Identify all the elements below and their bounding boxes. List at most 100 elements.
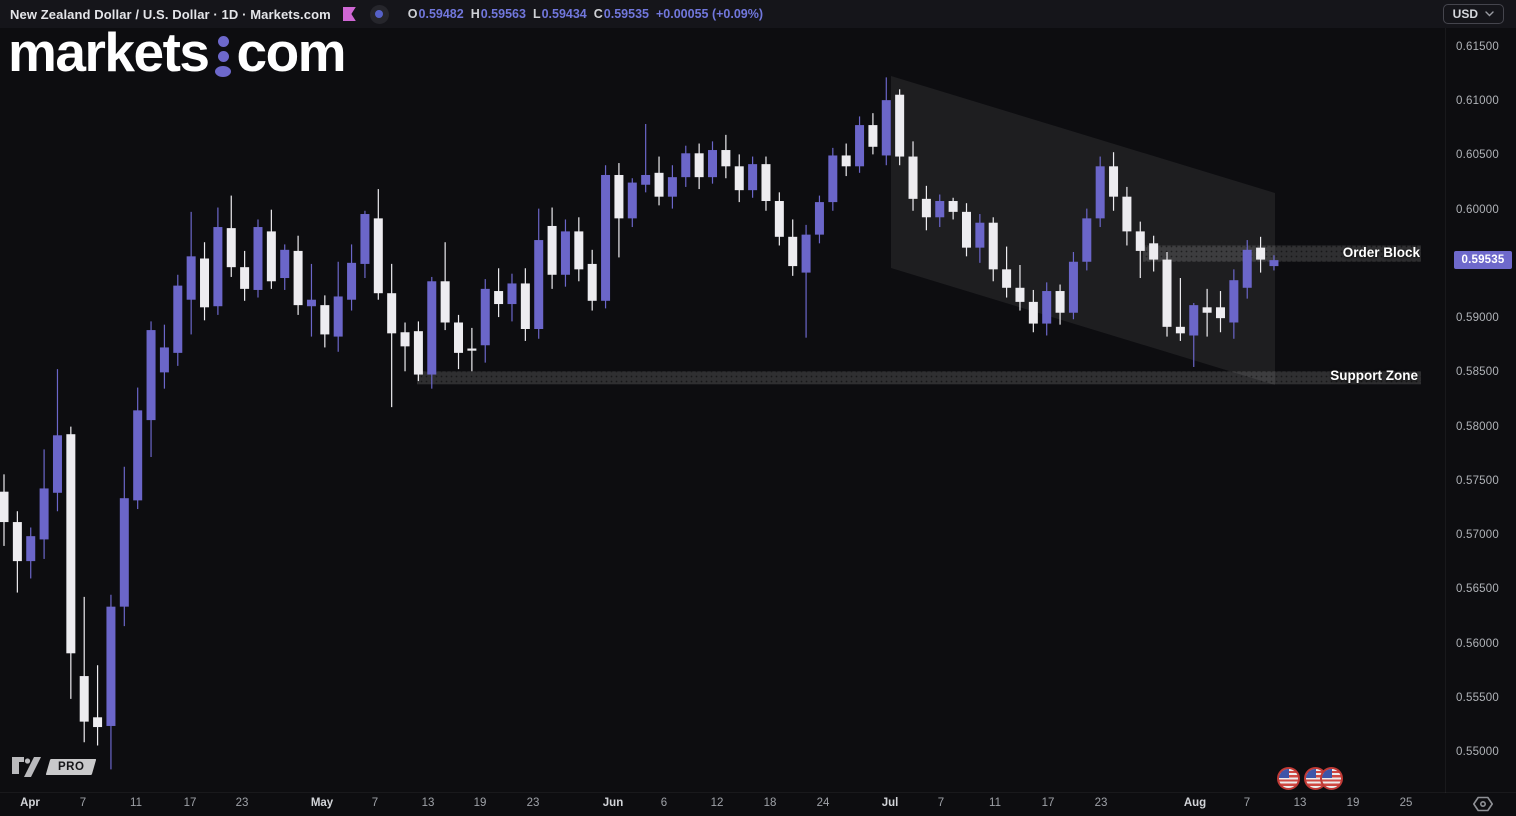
- price-axis-label: 0.61500: [1456, 41, 1499, 53]
- candle: [186, 211, 196, 335]
- candle: [574, 217, 584, 282]
- candle: [12, 511, 22, 593]
- candle: [480, 279, 490, 363]
- order-block-annotation-label: Order Block: [1342, 245, 1420, 260]
- candle: [547, 207, 557, 289]
- candle: [360, 210, 370, 279]
- candle: [387, 263, 397, 408]
- time-axis-label: Jun: [602, 797, 624, 809]
- candle: [333, 261, 343, 352]
- candle: [948, 197, 958, 220]
- us-flag-icon[interactable]: [1277, 767, 1300, 790]
- flagged-symbol-icon[interactable]: [342, 7, 356, 21]
- candle: [855, 116, 865, 173]
- price-axis-label: 0.58000: [1456, 420, 1499, 433]
- candle: [280, 244, 290, 290]
- time-axis-label: 25: [1399, 797, 1413, 809]
- time-axis-label: 7: [79, 797, 87, 809]
- time-axis-label: 7: [1243, 797, 1251, 809]
- high-value: 0.59563: [480, 7, 526, 21]
- tradingview-pro-logo[interactable]: PRO: [12, 757, 97, 777]
- time-axis-label: 17: [1041, 797, 1055, 809]
- candle: [654, 156, 664, 206]
- candle: [614, 163, 624, 258]
- candle: [988, 217, 998, 282]
- low-label: L: [532, 7, 541, 21]
- time-axis-label: 11: [989, 797, 1001, 809]
- candle: [427, 276, 437, 389]
- ohlc-readout: O 0.59482 H 0.59563 L 0.59434 C 0.59535 +0.0…: [401, 7, 763, 21]
- candle: [520, 268, 530, 341]
- price-axis-label: 0.60000: [1456, 203, 1499, 216]
- candle: [560, 219, 570, 287]
- candle: [627, 178, 637, 228]
- candle: [801, 224, 811, 338]
- tradingview-icon: [12, 757, 41, 777]
- markets-com-logo: markets com: [8, 21, 347, 83]
- time-axis-label: 23: [235, 797, 249, 809]
- order-block-zone-texture: [1143, 245, 1421, 262]
- high-label: H: [470, 7, 480, 21]
- candle: [761, 156, 771, 211]
- axis-settings-gear-icon[interactable]: [1471, 793, 1495, 815]
- time-axis-label: Aug: [1183, 797, 1207, 809]
- candle: [601, 165, 611, 309]
- chevron-down-icon: [1485, 11, 1494, 17]
- candle: [200, 242, 210, 321]
- candle: [975, 214, 985, 263]
- candle: [26, 527, 36, 579]
- candle: [1229, 269, 1239, 339]
- candle: [1095, 156, 1105, 228]
- candle: [320, 295, 330, 348]
- candle: [868, 113, 878, 155]
- time-axis-label: 7: [937, 797, 945, 809]
- time-axis-label: 17: [183, 797, 197, 809]
- price-axis-label: 0.57000: [1456, 529, 1499, 542]
- candle: [828, 147, 838, 211]
- candle: [106, 594, 116, 770]
- candle: [1002, 246, 1012, 298]
- time-axis-label: 13: [1293, 797, 1307, 809]
- candle: [788, 219, 798, 276]
- candle: [641, 124, 651, 193]
- price-axis-label: 0.55000: [1456, 745, 1499, 758]
- candle: [266, 209, 276, 289]
- candle: [1135, 221, 1145, 279]
- low-value: 0.59434: [541, 7, 587, 21]
- candle: [694, 143, 704, 190]
- candle: [921, 185, 931, 231]
- candle: [1162, 251, 1172, 337]
- candle: [961, 203, 971, 257]
- symbol-title[interactable]: New Zealand Dollar / U.S. Dollar · 1D · …: [10, 6, 331, 22]
- time-axis-divider: [0, 792, 1516, 793]
- time-axis-label: 13: [421, 797, 435, 809]
- candle: [1109, 152, 1119, 211]
- price-axis-label: 0.56000: [1456, 637, 1499, 650]
- time-axis[interactable]: Apr 7 11 17 23 May 7 13 19 23 Jun 6 12 18 24 Jul 7 11 17 23…: [0, 793, 1516, 816]
- last-price-badge: 0.59535: [1454, 251, 1512, 270]
- candle: [240, 250, 250, 301]
- candle: [708, 141, 718, 184]
- candle: [814, 195, 824, 244]
- time-axis-label: 19: [1346, 797, 1360, 809]
- candle: [39, 449, 49, 559]
- price-axis-label: 0.55500: [1456, 691, 1499, 704]
- candles-layer: [0, 77, 1279, 770]
- candle: [293, 235, 303, 315]
- time-axis-label: 6: [660, 797, 668, 809]
- logo-text-com: com: [236, 21, 346, 83]
- price-axis[interactable]: 0.61500 0.61000 0.60500 0.60000 0.59000 0.585…: [1446, 28, 1516, 793]
- economic-event-flags[interactable]: [1277, 766, 1347, 792]
- candle: [1015, 265, 1025, 311]
- currency-selector-button[interactable]: USD: [1442, 4, 1504, 24]
- candle: [173, 274, 183, 366]
- time-axis-label: 19: [473, 797, 487, 809]
- candle: [1042, 282, 1052, 336]
- symbol-marker-icon[interactable]: [369, 4, 389, 24]
- candle: [66, 426, 76, 699]
- candle: [1082, 208, 1092, 271]
- candle: [1122, 186, 1132, 246]
- us-flag-icon[interactable]: [1320, 767, 1343, 790]
- candle: [93, 665, 103, 746]
